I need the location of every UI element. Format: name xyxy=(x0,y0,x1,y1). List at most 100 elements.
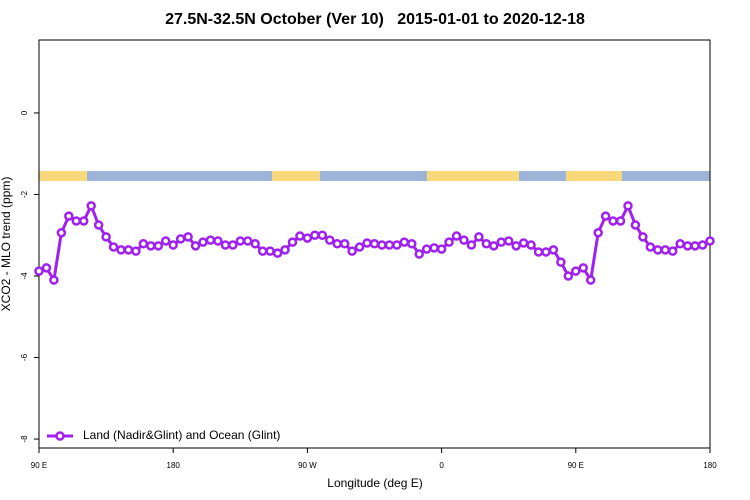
x-tick-label: 90 W xyxy=(298,461,317,470)
data-point xyxy=(645,242,656,252)
data-point xyxy=(257,246,268,256)
data-point xyxy=(653,245,663,255)
data-point xyxy=(578,263,589,273)
data-point xyxy=(116,245,126,255)
land-segment xyxy=(272,171,320,181)
y-tick-label: -8 xyxy=(20,435,29,443)
data-point xyxy=(667,246,678,256)
ocean-band xyxy=(39,171,710,181)
data-point xyxy=(272,248,283,258)
data-point xyxy=(123,245,134,255)
data-point xyxy=(213,236,223,246)
data-point xyxy=(459,235,469,245)
data-point xyxy=(160,236,171,246)
chart-title: 27.5N-32.5N October (Ver 10) 2015-01-01 … xyxy=(165,11,585,28)
data-point xyxy=(600,211,611,221)
land-segment xyxy=(427,171,519,181)
data-point xyxy=(533,247,544,257)
data-point xyxy=(630,220,641,230)
data-point xyxy=(518,238,529,248)
data-point xyxy=(503,236,514,246)
data-point xyxy=(682,241,693,251)
land-segment xyxy=(39,171,87,181)
data-point xyxy=(146,241,156,251)
data-point xyxy=(384,240,395,250)
x-tick-label: 180 xyxy=(703,461,717,470)
data-point xyxy=(548,245,559,255)
data-point xyxy=(138,239,149,249)
data-point xyxy=(444,237,454,247)
data-point xyxy=(78,216,89,226)
y-tick-label: -2 xyxy=(20,190,29,198)
data-point xyxy=(93,220,104,230)
data-point xyxy=(131,246,141,256)
data-point xyxy=(34,266,44,276)
data-point xyxy=(675,239,685,249)
data-point xyxy=(392,240,402,250)
data-point xyxy=(332,239,342,249)
legend-label: Land (Nadir&Glint) and Ocean (Glint) xyxy=(83,428,280,442)
data-point xyxy=(49,275,59,285)
x-tick-label: 180 xyxy=(167,461,181,470)
x-tick-label: 90 E xyxy=(31,461,47,470)
data-point xyxy=(280,245,290,255)
data-point xyxy=(198,237,208,247)
data-point xyxy=(86,201,96,211)
y-axis-title: XCO2 - MLO trend (ppm) xyxy=(0,177,13,312)
data-point xyxy=(250,239,260,249)
data-point xyxy=(41,263,52,273)
data-point xyxy=(354,242,365,252)
data-point xyxy=(421,244,432,254)
data-point xyxy=(489,241,499,251)
data-point xyxy=(228,240,238,250)
data-point xyxy=(705,236,715,246)
data-point xyxy=(563,271,574,281)
data-point xyxy=(243,236,253,246)
data-point xyxy=(108,242,119,252)
data-point xyxy=(436,244,447,254)
data-point xyxy=(287,237,298,247)
data-point xyxy=(190,241,201,251)
data-point xyxy=(511,241,521,251)
data-point xyxy=(593,228,603,238)
data-point xyxy=(295,231,305,241)
land-segment xyxy=(566,171,622,181)
data-point xyxy=(347,246,357,256)
data-point xyxy=(697,240,708,250)
data-point xyxy=(429,243,439,253)
y-tick-label: 0 xyxy=(20,110,29,115)
data-point xyxy=(183,232,193,242)
data-point xyxy=(608,216,618,226)
data-point xyxy=(585,275,596,285)
data-point xyxy=(399,237,410,247)
data-point xyxy=(64,211,74,221)
data-point xyxy=(71,216,82,226)
data-point xyxy=(339,239,350,249)
data-point xyxy=(325,235,335,245)
data-point xyxy=(153,241,164,251)
data-point xyxy=(369,239,380,249)
y-tick-label: -4 xyxy=(20,272,29,280)
data-point xyxy=(310,230,320,240)
x-tick-label: 90 E xyxy=(568,461,584,470)
data-point xyxy=(690,241,700,251)
data-point xyxy=(407,239,417,249)
data-point xyxy=(481,239,492,249)
data-point xyxy=(556,257,566,267)
x-axis-title: Longitude (deg E) xyxy=(327,476,422,490)
surface-strip xyxy=(39,171,710,181)
data-point xyxy=(101,232,111,242)
data-point xyxy=(474,232,484,242)
data-point xyxy=(168,240,178,250)
data-point xyxy=(526,240,536,250)
data-point xyxy=(623,201,633,211)
data-point xyxy=(56,228,67,238)
data-point xyxy=(571,266,581,276)
legend-marker xyxy=(55,431,65,441)
data-point xyxy=(541,247,551,257)
data-point xyxy=(466,240,477,250)
y-tick-label: -6 xyxy=(20,353,29,361)
data-point xyxy=(235,236,246,246)
data-point xyxy=(265,246,275,256)
